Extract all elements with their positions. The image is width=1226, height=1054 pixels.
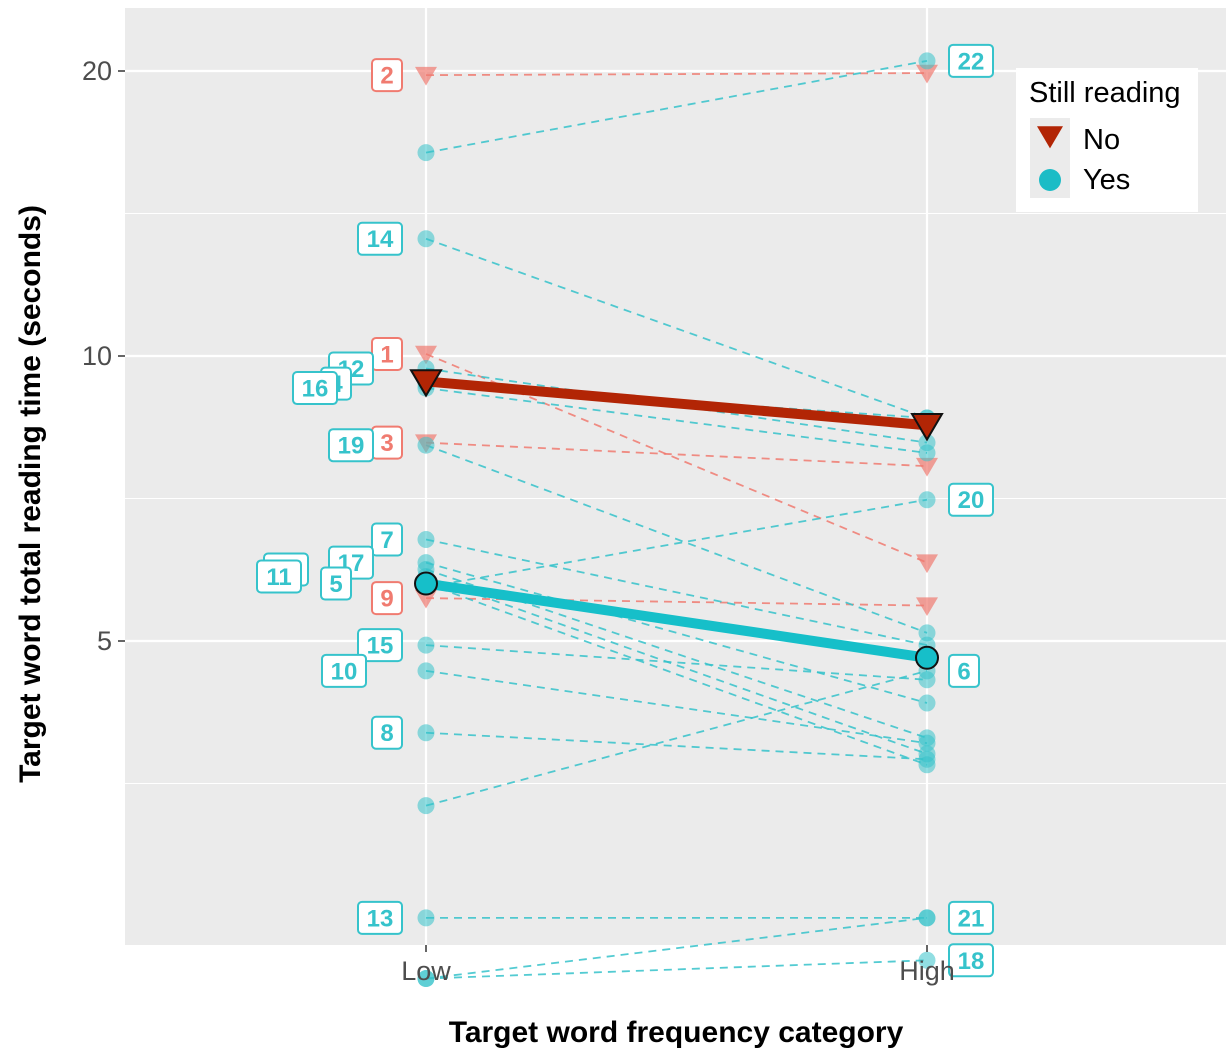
participant-label-11: 11 <box>256 559 302 594</box>
axes: 5 10 20 Low High <box>82 56 955 986</box>
participant-label-3: 3 <box>371 425 403 460</box>
participant-line-16 <box>425 387 928 454</box>
participant-label-21: 21 <box>948 900 994 935</box>
mean-point-yes-high <box>915 645 939 670</box>
participant-point-2-low <box>415 66 437 86</box>
participant-point-1-high <box>916 554 938 574</box>
svg-text:1: 1 <box>380 341 393 368</box>
y-axis-title: Target word total reading time (seconds) <box>14 205 47 783</box>
participant-label-10: 10 <box>321 653 367 688</box>
participant-point-21-high <box>918 909 936 927</box>
mean-point-yes-low <box>414 571 438 596</box>
participant-point-8-high <box>918 750 936 768</box>
participant-line-21 <box>425 916 928 980</box>
legend-label-no: No <box>1083 124 1120 156</box>
svg-text:2: 2 <box>380 63 393 90</box>
participant-point-18-high <box>918 951 936 969</box>
participant-line-19 <box>425 444 928 634</box>
participant-label-6: 6 <box>948 653 980 688</box>
participant-line-11 <box>425 575 928 755</box>
participant-line-10 <box>425 669 928 745</box>
y-tick-label-5: 5 <box>97 626 112 656</box>
participant-point-18-low <box>417 970 435 988</box>
participant-line-5 <box>425 582 928 766</box>
svg-text:20: 20 <box>958 487 985 514</box>
participant-line-7 <box>425 538 928 647</box>
participant-label-1: 1 <box>371 336 403 371</box>
participant-point-3-high <box>916 457 938 477</box>
participant-label-15: 15 <box>357 628 403 663</box>
svg-text:7: 7 <box>380 527 393 554</box>
participant-label-18: 18 <box>948 943 994 978</box>
x-tick-label-low: Low <box>401 956 451 986</box>
participant-label-20: 20 <box>948 482 994 517</box>
participant-point-8-low <box>417 724 435 742</box>
participant-point-9-low <box>415 589 437 609</box>
svg-text:15: 15 <box>367 633 394 660</box>
participant-line-14 <box>425 237 928 419</box>
participant-label-16: 16 <box>292 371 338 406</box>
svg-text:8: 8 <box>380 720 393 747</box>
svg-text:21: 21 <box>958 905 985 932</box>
participant-point-22-high <box>918 52 936 70</box>
participant-point-13-low <box>417 909 435 927</box>
participant-point-6-low <box>417 797 435 815</box>
participant-line-6 <box>425 669 928 807</box>
participant-point-19-low <box>417 436 435 454</box>
mean-line-yes <box>421 578 932 663</box>
participant-label-22: 22 <box>948 43 994 78</box>
participant-point-15-low <box>417 636 435 654</box>
participant-line-20 <box>425 498 928 589</box>
svg-text:5: 5 <box>329 571 342 598</box>
participant-point-19-high <box>918 624 936 642</box>
participant-label-14: 14 <box>357 221 403 256</box>
participant-point-16-high <box>918 444 936 462</box>
mean-line-no <box>421 376 932 431</box>
participant-label-7: 7 <box>371 522 403 557</box>
participant-point-10-low <box>417 662 435 680</box>
participant-line-22 <box>425 59 928 154</box>
participant-point-7-low <box>417 530 435 548</box>
svg-text:13: 13 <box>367 905 394 932</box>
svg-text:9: 9 <box>380 586 393 613</box>
participant-point-20-high <box>918 491 936 509</box>
svg-text:10: 10 <box>331 658 358 685</box>
mean-point-no-high <box>910 412 944 442</box>
legend: Still reading No Yes <box>1016 68 1198 212</box>
participant-label-13: 13 <box>357 900 403 935</box>
participant-point-1-low <box>415 345 437 365</box>
participant-point-22-low <box>417 144 435 162</box>
participant-label-5: 5 <box>320 566 352 601</box>
legend-label-yes: Yes <box>1083 164 1130 196</box>
participant-point-10-high <box>918 734 936 752</box>
participant-line-17 <box>425 561 928 704</box>
y-tick-label-10: 10 <box>82 341 112 371</box>
x-axis-title: Target word frequency category <box>449 1016 904 1049</box>
legend-glyph-yes <box>1039 169 1061 191</box>
participant-label-9: 9 <box>371 581 403 616</box>
participant-label-2: 2 <box>371 58 403 93</box>
participant-point-9-high <box>916 597 938 617</box>
svg-text:14: 14 <box>367 226 394 253</box>
participant-label-19: 19 <box>328 428 374 463</box>
x-tick-label-high: High <box>899 956 955 986</box>
legend-glyph-no <box>1037 126 1063 149</box>
mean-point-no-low <box>409 369 443 398</box>
svg-text:22: 22 <box>958 48 985 75</box>
legend-title: Still reading <box>1029 77 1181 109</box>
svg-text:19: 19 <box>338 433 365 460</box>
participant-labels: 2139221412416192071723115151086132118 <box>256 43 994 978</box>
svg-text:18: 18 <box>958 948 985 975</box>
participant-point-14-low <box>417 230 435 248</box>
svg-text:16: 16 <box>302 376 329 403</box>
participant-label-8: 8 <box>371 715 403 750</box>
mean-lines <box>409 369 944 670</box>
svg-text:6: 6 <box>957 658 970 685</box>
y-tick-label-20: 20 <box>82 56 112 86</box>
svg-text:11: 11 <box>266 564 291 591</box>
participant-point-17-high <box>918 694 936 712</box>
participant-point-2-high <box>916 64 938 84</box>
svg-text:3: 3 <box>380 430 393 457</box>
